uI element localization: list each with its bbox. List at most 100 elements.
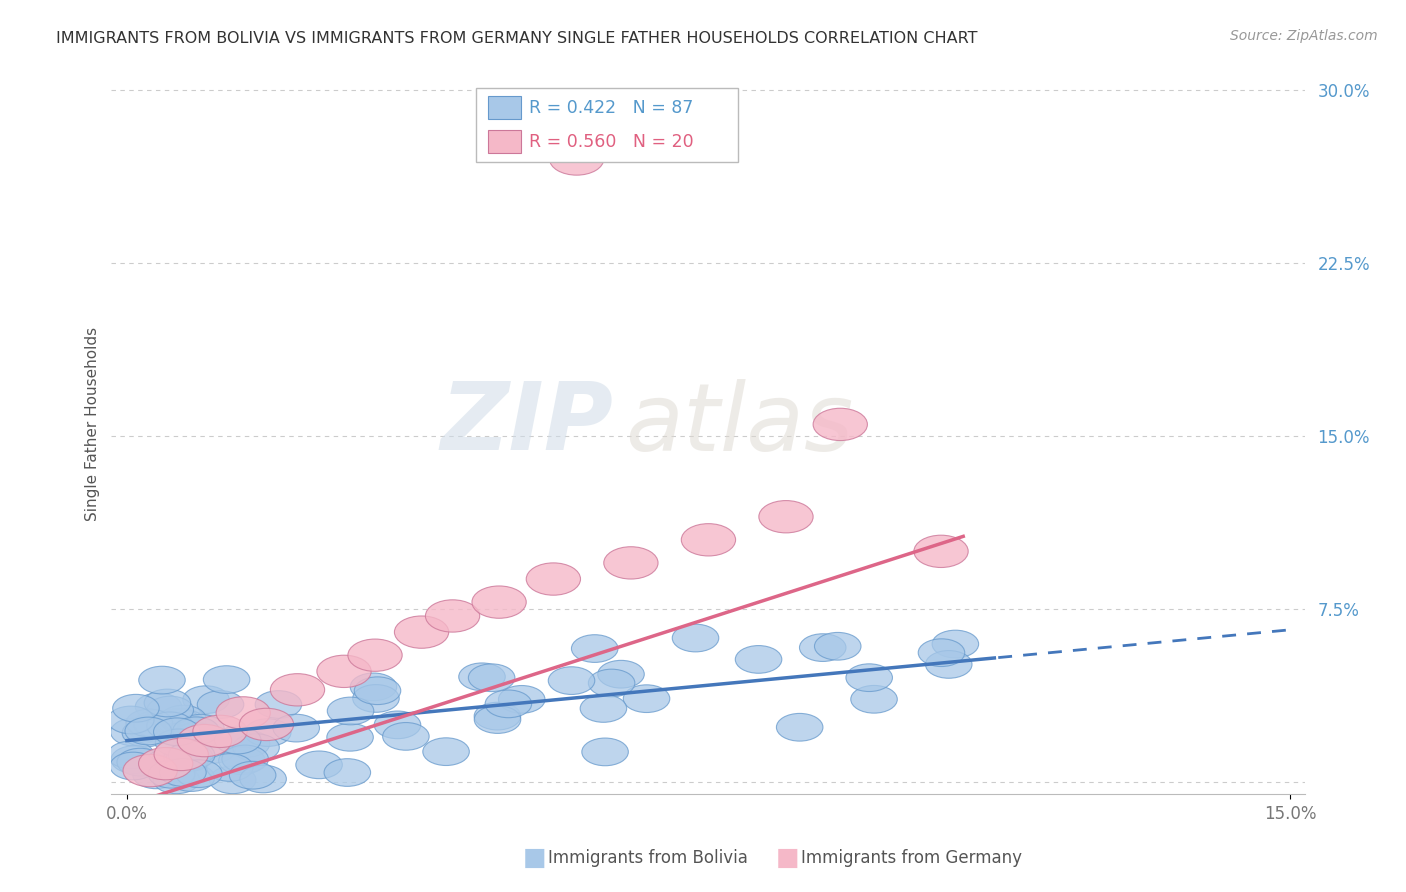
Ellipse shape (124, 755, 177, 787)
Text: Immigrants from Germany: Immigrants from Germany (801, 849, 1022, 867)
Ellipse shape (851, 685, 897, 713)
Ellipse shape (122, 719, 169, 747)
Text: IMMIGRANTS FROM BOLIVIA VS IMMIGRANTS FROM GERMANY SINGLE FATHER HOUSEHOLDS CORR: IMMIGRANTS FROM BOLIVIA VS IMMIGRANTS FR… (56, 31, 977, 46)
Ellipse shape (326, 723, 374, 751)
Ellipse shape (155, 739, 208, 771)
Text: Immigrants from Bolivia: Immigrants from Bolivia (548, 849, 748, 867)
Ellipse shape (207, 754, 253, 781)
Ellipse shape (217, 697, 270, 729)
Ellipse shape (548, 667, 595, 695)
Ellipse shape (224, 730, 270, 757)
Ellipse shape (245, 719, 291, 747)
FancyBboxPatch shape (488, 129, 522, 153)
Ellipse shape (354, 677, 401, 705)
Ellipse shape (165, 744, 211, 772)
Ellipse shape (233, 734, 280, 762)
Text: ■: ■ (776, 847, 799, 870)
Ellipse shape (177, 724, 232, 756)
Ellipse shape (110, 752, 156, 780)
Ellipse shape (112, 694, 159, 722)
Ellipse shape (111, 746, 157, 773)
Ellipse shape (672, 624, 718, 652)
Ellipse shape (603, 547, 658, 579)
Ellipse shape (347, 639, 402, 672)
Ellipse shape (526, 563, 581, 595)
Ellipse shape (571, 635, 619, 663)
Ellipse shape (153, 766, 200, 794)
Ellipse shape (157, 708, 204, 736)
Ellipse shape (173, 717, 219, 745)
Ellipse shape (139, 666, 186, 694)
Ellipse shape (925, 650, 972, 678)
Ellipse shape (128, 714, 174, 742)
Ellipse shape (173, 723, 219, 750)
Ellipse shape (800, 633, 846, 662)
Ellipse shape (323, 759, 371, 787)
Text: atlas: atlas (624, 379, 853, 470)
Ellipse shape (146, 748, 193, 776)
Ellipse shape (183, 686, 229, 714)
Ellipse shape (598, 660, 644, 688)
Ellipse shape (350, 673, 396, 701)
Ellipse shape (127, 709, 173, 737)
Ellipse shape (215, 726, 262, 754)
Ellipse shape (188, 736, 236, 764)
Ellipse shape (162, 745, 209, 772)
Ellipse shape (932, 630, 979, 658)
Ellipse shape (160, 758, 207, 787)
Ellipse shape (169, 741, 215, 769)
Ellipse shape (155, 708, 201, 737)
Ellipse shape (125, 717, 172, 745)
Ellipse shape (239, 708, 294, 740)
Ellipse shape (197, 690, 243, 718)
Ellipse shape (139, 747, 193, 780)
Ellipse shape (148, 696, 194, 724)
Ellipse shape (813, 409, 868, 441)
Ellipse shape (499, 686, 546, 714)
Ellipse shape (177, 714, 224, 742)
Ellipse shape (426, 599, 479, 632)
Ellipse shape (682, 524, 735, 556)
Ellipse shape (472, 586, 526, 618)
Ellipse shape (914, 535, 969, 567)
Ellipse shape (273, 714, 319, 742)
Ellipse shape (176, 760, 222, 788)
Ellipse shape (270, 673, 325, 706)
Ellipse shape (328, 698, 374, 725)
Ellipse shape (374, 711, 420, 739)
Ellipse shape (148, 761, 195, 789)
Ellipse shape (581, 695, 627, 723)
Ellipse shape (209, 766, 256, 794)
Ellipse shape (204, 665, 250, 693)
Ellipse shape (153, 718, 200, 746)
Ellipse shape (468, 664, 515, 691)
Text: R = 0.422   N = 87: R = 0.422 N = 87 (529, 99, 693, 117)
FancyBboxPatch shape (488, 95, 522, 120)
Ellipse shape (776, 714, 823, 741)
Ellipse shape (458, 663, 505, 690)
Ellipse shape (240, 765, 287, 793)
Ellipse shape (135, 693, 181, 721)
Ellipse shape (254, 690, 302, 718)
Ellipse shape (846, 664, 893, 691)
Ellipse shape (582, 738, 628, 765)
FancyBboxPatch shape (475, 88, 738, 162)
Ellipse shape (107, 741, 155, 769)
Ellipse shape (134, 710, 180, 738)
Text: ■: ■ (523, 847, 546, 870)
Ellipse shape (474, 706, 520, 733)
Ellipse shape (229, 762, 276, 789)
Ellipse shape (550, 143, 603, 175)
Text: Source: ZipAtlas.com: Source: ZipAtlas.com (1230, 29, 1378, 43)
Ellipse shape (316, 656, 371, 688)
Ellipse shape (160, 756, 207, 783)
Ellipse shape (588, 669, 636, 697)
Ellipse shape (735, 646, 782, 673)
Ellipse shape (219, 747, 266, 774)
Ellipse shape (222, 745, 269, 772)
Ellipse shape (166, 743, 212, 771)
Ellipse shape (423, 738, 470, 765)
Text: R = 0.560   N = 20: R = 0.560 N = 20 (529, 133, 695, 151)
Ellipse shape (156, 729, 202, 756)
Ellipse shape (395, 616, 449, 648)
